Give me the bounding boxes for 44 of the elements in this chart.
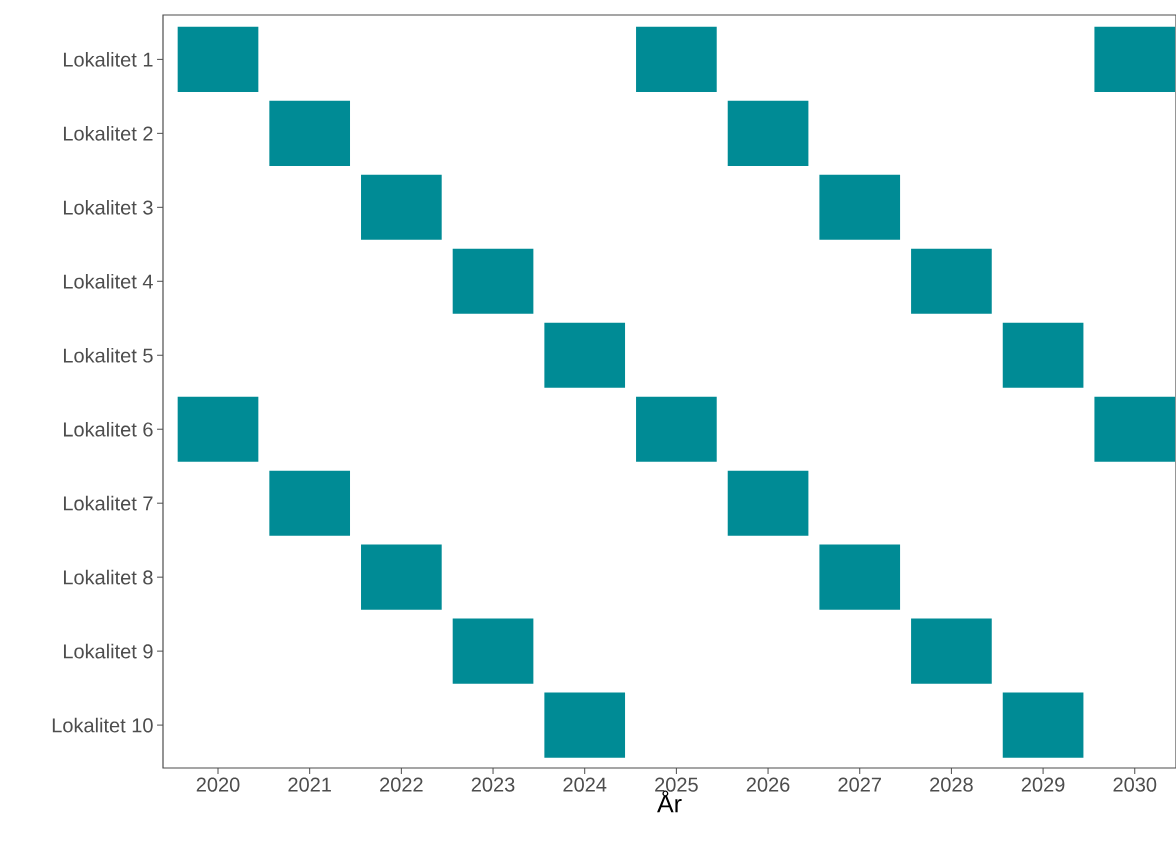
bar bbox=[727, 470, 809, 536]
bar bbox=[819, 174, 901, 240]
y-tick-label: Lokalitet 5 bbox=[63, 347, 153, 363]
y-tick-label: Lokalitet 1 bbox=[63, 52, 153, 67]
bar bbox=[911, 618, 992, 684]
x-tick-label: 2027 bbox=[838, 777, 881, 792]
y-tick-label: Lokalitet 7 bbox=[63, 495, 153, 511]
bar bbox=[177, 396, 259, 462]
bar bbox=[269, 470, 351, 536]
bar bbox=[911, 248, 992, 314]
bar bbox=[544, 692, 626, 758]
y-tick-label: Lokalitet 3 bbox=[63, 199, 153, 215]
y-tick-label: Lokalitet 10 bbox=[52, 717, 153, 733]
bar bbox=[361, 544, 442, 610]
x-tick-label: 2021 bbox=[288, 777, 331, 792]
y-tick-label: Lokalitet 8 bbox=[63, 569, 153, 585]
x-tick-label: 2030 bbox=[1113, 777, 1157, 792]
bar bbox=[636, 26, 717, 92]
x-tick-label: 2026 bbox=[746, 777, 790, 792]
x-tick-label: 2028 bbox=[930, 777, 973, 792]
bar bbox=[636, 396, 717, 462]
bar bbox=[727, 100, 809, 166]
y-tick-label: Lokalitet 2 bbox=[63, 126, 153, 141]
bar bbox=[1094, 26, 1176, 92]
x-tick-label: 2022 bbox=[380, 777, 423, 792]
bar bbox=[452, 618, 534, 684]
x-tick-label: 2029 bbox=[1021, 777, 1065, 792]
y-tick-label: Lokalitet 9 bbox=[63, 643, 153, 659]
x-axis-title: År bbox=[657, 790, 682, 813]
x-tick-label: 2025 bbox=[655, 777, 698, 792]
y-tick-label: Lokalitet 4 bbox=[63, 273, 153, 289]
bar bbox=[1002, 692, 1084, 758]
bar bbox=[544, 322, 626, 388]
bar bbox=[177, 26, 259, 92]
x-tick-label: 2023 bbox=[471, 777, 515, 792]
bar bbox=[1094, 396, 1176, 462]
x-tick-label: 2024 bbox=[563, 777, 607, 792]
bar bbox=[361, 174, 442, 240]
bar bbox=[269, 100, 351, 166]
y-tick-label: Lokalitet 6 bbox=[63, 421, 153, 437]
x-tick-label: 2020 bbox=[196, 777, 240, 792]
bar bbox=[452, 248, 534, 314]
bar bbox=[819, 544, 901, 610]
bar bbox=[1002, 322, 1084, 388]
